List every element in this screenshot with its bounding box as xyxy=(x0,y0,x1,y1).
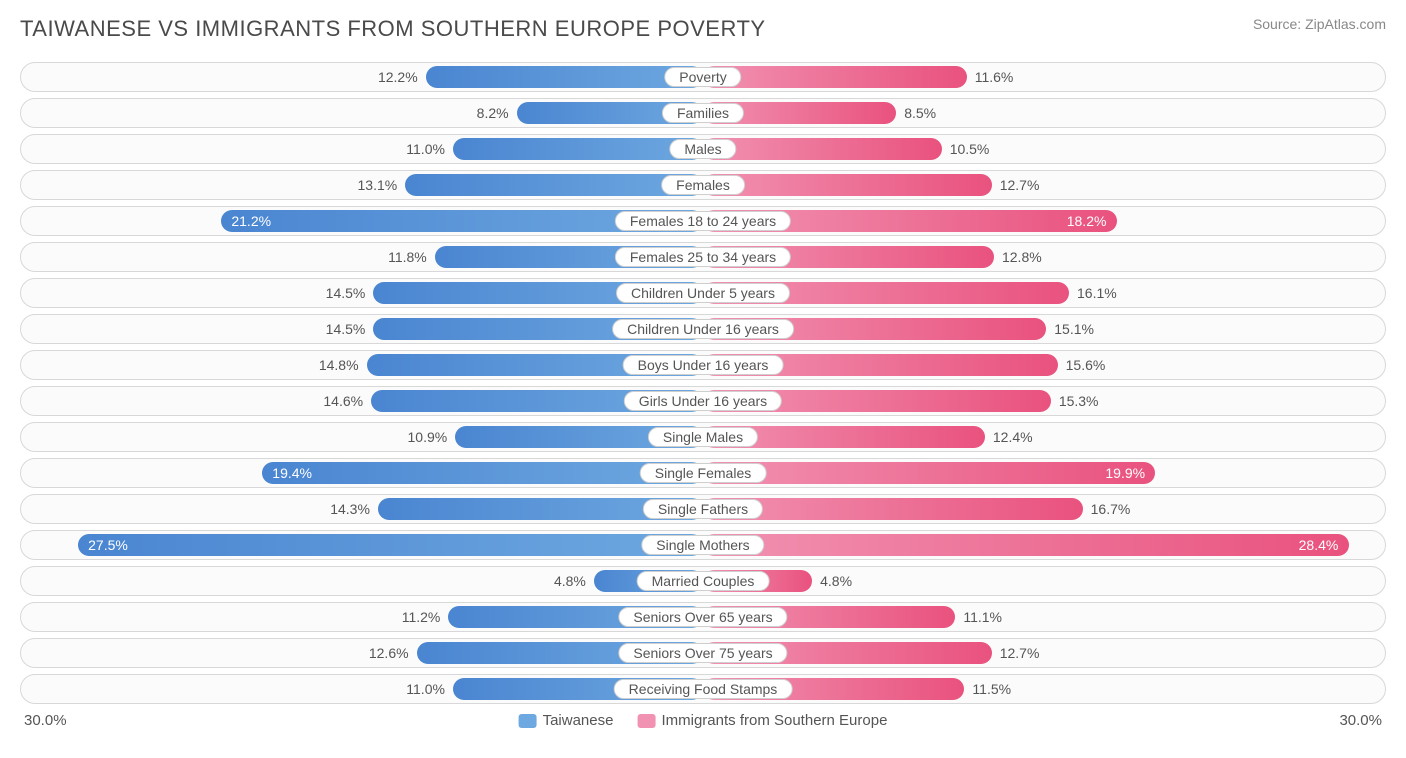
value-label-left: 11.8% xyxy=(388,249,427,265)
bar-left xyxy=(426,66,703,88)
value-label-left: 14.3% xyxy=(330,501,370,517)
category-label: Females 25 to 34 years xyxy=(615,247,791,267)
value-label-left: 14.5% xyxy=(326,321,366,337)
chart-row: 12.6% 12.7% Seniors Over 75 years xyxy=(20,638,1386,668)
value-label-right: 15.1% xyxy=(1054,321,1094,337)
legend: Taiwanese Immigrants from Southern Europ… xyxy=(519,712,888,729)
value-label-right: 12.4% xyxy=(993,429,1033,445)
chart-row: 11.8% 12.8% Females 25 to 34 years xyxy=(20,242,1386,272)
chart-row: 12.2% 11.6% Poverty xyxy=(20,62,1386,92)
value-label-right: 19.9% xyxy=(1105,465,1145,481)
value-label-right: 16.7% xyxy=(1091,501,1131,517)
value-label-left: 10.9% xyxy=(408,429,448,445)
category-label: Receiving Food Stamps xyxy=(614,679,793,699)
source-label: Source: ZipAtlas.com xyxy=(1253,16,1386,32)
chart-row: 27.5% 28.4% Single Mothers xyxy=(20,530,1386,560)
category-label: Married Couples xyxy=(637,571,770,591)
value-label-left: 8.2% xyxy=(477,105,509,121)
axis-max-right: 30.0% xyxy=(1339,712,1382,729)
value-label-right: 12.7% xyxy=(1000,177,1040,193)
chart-footer: 30.0% Taiwanese Immigrants from Southern… xyxy=(20,712,1386,736)
category-label: Females 18 to 24 years xyxy=(615,211,791,231)
legend-swatch-right xyxy=(637,714,655,728)
chart-row: 4.8% 4.8% Married Couples xyxy=(20,566,1386,596)
category-label: Boys Under 16 years xyxy=(623,355,784,375)
category-label: Children Under 16 years xyxy=(612,319,794,339)
chart-title: TAIWANESE VS IMMIGRANTS FROM SOUTHERN EU… xyxy=(20,16,766,42)
value-label-right: 18.2% xyxy=(1067,213,1107,229)
chart-row: 21.2% 18.2% Females 18 to 24 years xyxy=(20,206,1386,236)
chart-row: 14.5% 16.1% Children Under 5 years xyxy=(20,278,1386,308)
chart-row: 8.2% 8.5% Families xyxy=(20,98,1386,128)
chart-row: 14.3% 16.7% Single Fathers xyxy=(20,494,1386,524)
value-label-right: 16.1% xyxy=(1077,285,1117,301)
value-label-left: 27.5% xyxy=(88,537,128,553)
value-label-left: 4.8% xyxy=(554,573,586,589)
header: TAIWANESE VS IMMIGRANTS FROM SOUTHERN EU… xyxy=(20,16,1386,42)
value-label-left: 21.2% xyxy=(231,213,271,229)
category-label: Girls Under 16 years xyxy=(624,391,782,411)
category-label: Seniors Over 65 years xyxy=(618,607,787,627)
category-label: Single Females xyxy=(640,463,767,483)
category-label: Single Mothers xyxy=(641,535,764,555)
bar-right xyxy=(703,534,1349,556)
bar-left xyxy=(405,174,703,196)
legend-item-left: Taiwanese xyxy=(519,712,614,729)
legend-label-right: Immigrants from Southern Europe xyxy=(661,712,887,729)
value-label-left: 13.1% xyxy=(358,177,398,193)
value-label-right: 8.5% xyxy=(904,105,936,121)
value-label-right: 15.3% xyxy=(1059,393,1099,409)
category-label: Children Under 5 years xyxy=(616,283,790,303)
bar-right xyxy=(703,66,967,88)
value-label-right: 12.7% xyxy=(1000,645,1040,661)
category-label: Females xyxy=(661,175,745,195)
value-label-right: 10.5% xyxy=(950,141,990,157)
value-label-left: 11.0% xyxy=(406,141,445,157)
value-label-right: 15.6% xyxy=(1066,357,1106,373)
value-label-right: 11.5% xyxy=(972,681,1011,697)
value-label-right: 4.8% xyxy=(820,573,852,589)
axis-max-left: 30.0% xyxy=(24,712,67,729)
value-label-left: 11.2% xyxy=(402,609,441,625)
bar-left xyxy=(78,534,703,556)
diverging-bar-chart: 12.2% 11.6% Poverty 8.2% 8.5% Families 11.0% 10… xyxy=(20,62,1386,704)
value-label-left: 14.8% xyxy=(319,357,359,373)
legend-item-right: Immigrants from Southern Europe xyxy=(637,712,887,729)
chart-row: 13.1% 12.7% Females xyxy=(20,170,1386,200)
category-label: Poverty xyxy=(664,67,741,87)
value-label-left: 11.0% xyxy=(406,681,445,697)
value-label-left: 12.2% xyxy=(378,69,418,85)
value-label-right: 11.6% xyxy=(975,69,1014,85)
category-label: Families xyxy=(662,103,744,123)
chart-row: 14.6% 15.3% Girls Under 16 years xyxy=(20,386,1386,416)
chart-row: 14.8% 15.6% Boys Under 16 years xyxy=(20,350,1386,380)
chart-row: 19.4% 19.9% Single Females xyxy=(20,458,1386,488)
category-label: Single Fathers xyxy=(643,499,763,519)
chart-row: 11.2% 11.1% Seniors Over 65 years xyxy=(20,602,1386,632)
bar-left xyxy=(453,138,703,160)
legend-swatch-left xyxy=(519,714,537,728)
value-label-right: 28.4% xyxy=(1299,537,1339,553)
chart-row: 10.9% 12.4% Single Males xyxy=(20,422,1386,452)
chart-row: 14.5% 15.1% Children Under 16 years xyxy=(20,314,1386,344)
value-label-left: 19.4% xyxy=(272,465,312,481)
value-label-left: 12.6% xyxy=(369,645,409,661)
chart-row: 11.0% 11.5% Receiving Food Stamps xyxy=(20,674,1386,704)
bar-right xyxy=(703,138,942,160)
value-label-right: 12.8% xyxy=(1002,249,1042,265)
bar-right xyxy=(703,462,1155,484)
legend-label-left: Taiwanese xyxy=(543,712,614,729)
bar-left xyxy=(262,462,703,484)
category-label: Seniors Over 75 years xyxy=(618,643,787,663)
value-label-left: 14.6% xyxy=(323,393,363,409)
category-label: Single Males xyxy=(648,427,758,447)
bar-right xyxy=(703,174,992,196)
category-label: Males xyxy=(669,139,736,159)
chart-row: 11.0% 10.5% Males xyxy=(20,134,1386,164)
value-label-right: 11.1% xyxy=(963,609,1002,625)
value-label-left: 14.5% xyxy=(326,285,366,301)
